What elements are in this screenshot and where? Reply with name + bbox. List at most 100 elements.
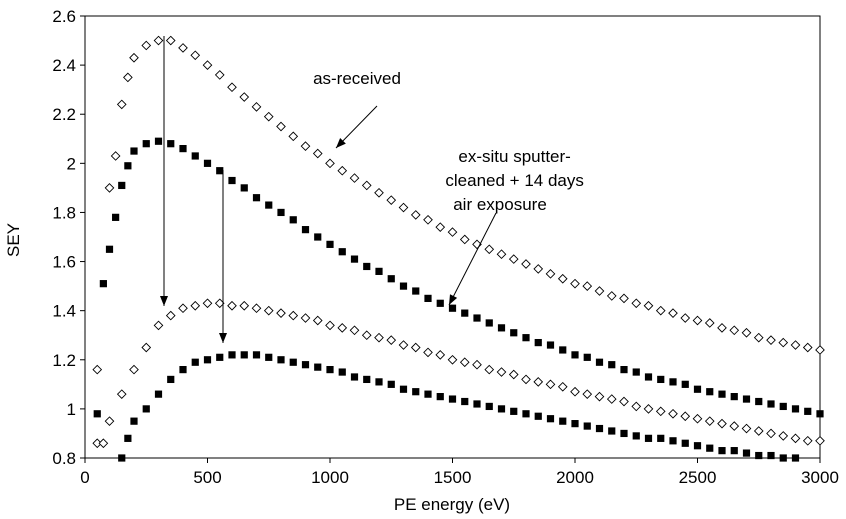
data-point-square [277, 356, 285, 364]
data-point-diamond [753, 426, 764, 436]
data-point-diamond [116, 389, 127, 399]
data-point-diamond [361, 180, 372, 191]
data-point-square [112, 213, 120, 221]
data-point-diamond [619, 396, 629, 407]
annotations: as-received ex-situ sputter- cleaned + 1… [313, 69, 584, 214]
arrowhead [449, 294, 458, 305]
data-point-square [118, 181, 126, 190]
annotation-sputter-cleaned-line-1: ex-situ sputter- [458, 147, 570, 166]
data-point-diamond [202, 298, 213, 309]
data-point-square [632, 432, 640, 440]
data-point-square [240, 351, 248, 359]
data-point-square [412, 388, 420, 396]
data-point-diamond [815, 435, 825, 446]
data-point-diamond [582, 389, 593, 399]
data-point-diamond [631, 401, 642, 412]
data-point-diamond [484, 244, 495, 255]
data-point-diamond [447, 227, 458, 237]
data-point-diamond [582, 281, 593, 291]
data-point-square [412, 287, 420, 295]
data-point-square [644, 373, 653, 381]
data-point-square [595, 358, 604, 366]
data-point-square [216, 167, 224, 175]
data-point-square [583, 422, 591, 430]
data-point-square [448, 395, 457, 403]
data-point-square [167, 375, 175, 384]
data-point-square [767, 451, 775, 460]
data-point-diamond [104, 416, 115, 427]
data-point-diamond [435, 222, 446, 233]
data-point-diamond [386, 335, 397, 345]
x-tick-label: 500 [193, 468, 221, 487]
data-point-diamond [766, 428, 776, 439]
data-point-square [534, 338, 542, 347]
data-point-square [363, 262, 371, 271]
series-4 [118, 351, 800, 462]
data-point-diamond [349, 325, 360, 336]
data-point-diamond [815, 345, 825, 355]
data-point-square [461, 309, 469, 317]
data-point-diamond [668, 408, 678, 419]
data-point-diamond [276, 308, 286, 318]
data-point-square [497, 405, 506, 413]
data-point-square [681, 380, 689, 388]
data-point-square [363, 375, 371, 384]
data-point-square [387, 380, 395, 388]
y-tick-label: 1.4 [52, 302, 76, 321]
annotation-sputter-cleaned-line-2: cleaned + 14 days [445, 171, 583, 190]
data-point-diamond [165, 35, 176, 46]
data-point-diamond [178, 303, 188, 314]
data-point-diamond [361, 330, 372, 341]
data-point-diamond [423, 214, 433, 225]
data-point-square [375, 378, 383, 386]
data-point-square [461, 397, 469, 406]
y-tick-label: 1.2 [52, 351, 76, 370]
data-point-diamond [239, 300, 250, 311]
data-point-diamond [729, 325, 740, 336]
data-point-diamond [141, 342, 152, 353]
data-point-diamond [141, 40, 152, 51]
data-point-diamond [790, 340, 801, 350]
data-point-square [142, 405, 150, 413]
data-point-square [755, 397, 763, 406]
data-point-diamond [447, 354, 458, 365]
data-point-square [203, 159, 212, 167]
data-point-square [657, 434, 665, 442]
data-point-diamond [778, 431, 789, 441]
data-point-square [497, 324, 506, 332]
data-point-square [779, 454, 787, 462]
data-point-square [620, 429, 628, 438]
data-point-diamond [729, 421, 740, 431]
data-point-diamond [766, 335, 776, 345]
data-point-diamond [643, 404, 654, 414]
data-point-diamond [398, 340, 409, 350]
data-point-square [277, 208, 285, 217]
data-point-square [791, 405, 800, 413]
data-point-square [718, 447, 726, 455]
data-point-diamond [239, 92, 250, 102]
data-point-square [608, 361, 616, 369]
data-point-diamond [423, 347, 433, 358]
data-point-square [424, 390, 432, 398]
data-point-diamond [521, 259, 531, 269]
x-tick-label: 2000 [556, 468, 594, 487]
data-point-diamond [251, 303, 262, 314]
data-point-diamond [374, 187, 384, 198]
data-point-square [657, 375, 665, 384]
data-point-diamond [337, 165, 348, 176]
y-tick-label: 2 [67, 154, 76, 173]
data-point-diamond [631, 298, 642, 309]
arrowhead [219, 333, 227, 343]
data-point-square [289, 216, 297, 224]
data-point-square [338, 368, 346, 376]
data-point-square [522, 334, 530, 342]
data-point-square [179, 366, 187, 374]
data-point-diamond [263, 305, 274, 316]
plot-area [84, 15, 825, 462]
data-point-square [203, 356, 212, 364]
data-point-square [546, 415, 555, 423]
data-point-square [124, 434, 132, 442]
data-point-diamond [472, 239, 482, 250]
sputter-cleaned-arrow [448, 212, 497, 306]
data-point-square [473, 400, 481, 408]
